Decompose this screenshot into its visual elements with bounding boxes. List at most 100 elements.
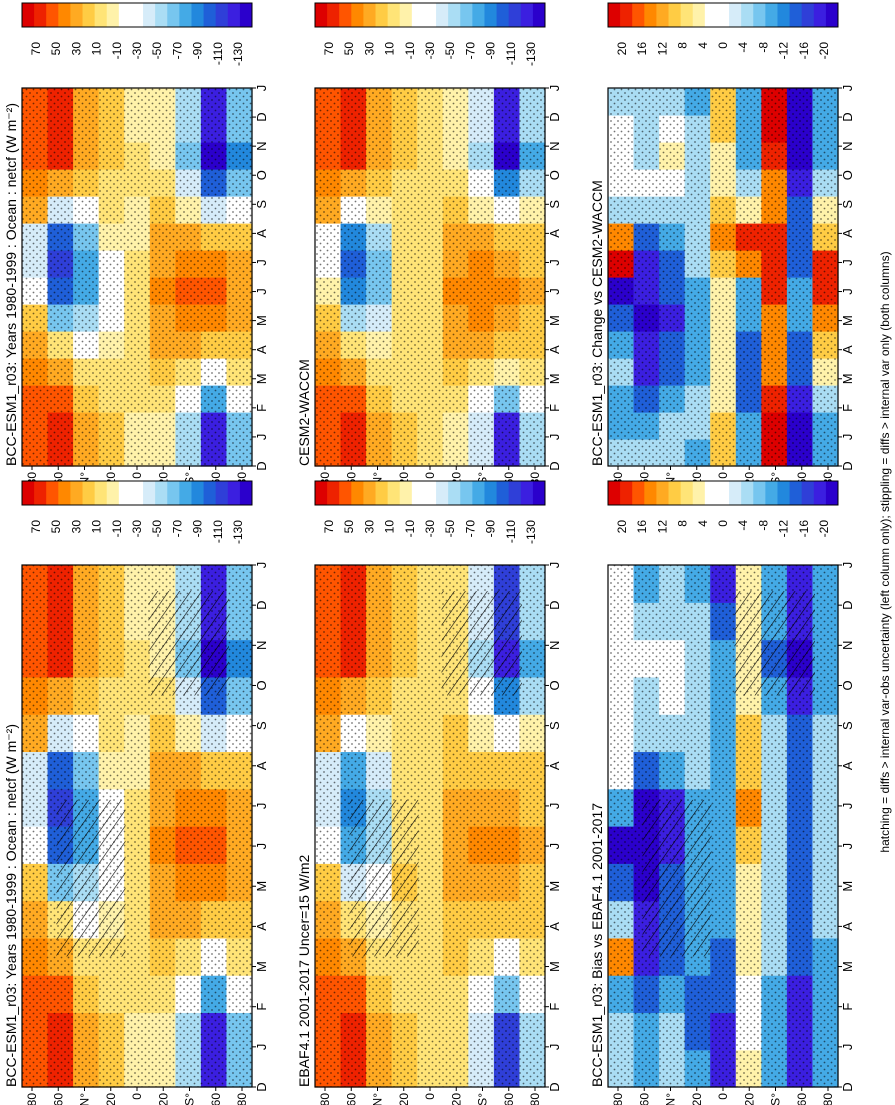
month-tick-label: J bbox=[840, 259, 855, 266]
colorbar-label: -30 bbox=[423, 42, 437, 60]
colorbar-swatch bbox=[716, 3, 730, 27]
lat-tick-label: 20 bbox=[156, 1093, 170, 1105]
month-tick-label: J bbox=[547, 1044, 562, 1051]
colorbar-swatch bbox=[94, 481, 108, 505]
stipple-overlay bbox=[608, 88, 838, 466]
colorbars-layer: 70 50 30 10 -10 -30 -50 -70 -90 -110 -130 70 50 30 10-… bbox=[21, 2, 839, 544]
colorbar-label: -12 bbox=[777, 42, 791, 60]
colorbar-label: -130 bbox=[231, 520, 245, 544]
colorbar-swatch bbox=[692, 481, 706, 505]
colorbar-swatch bbox=[729, 481, 742, 505]
colorbar-swatch bbox=[620, 481, 633, 505]
hatch-overlay bbox=[441, 591, 522, 696]
month-tick-label: O bbox=[254, 170, 269, 180]
colorbar-swatch bbox=[58, 481, 71, 505]
colorbar-label: 30 bbox=[362, 42, 376, 56]
colorbar-label: 30 bbox=[69, 520, 83, 534]
colorbar-swatch bbox=[496, 481, 510, 505]
colorbar-label: -30 bbox=[130, 520, 144, 538]
month-tick-label: J bbox=[547, 259, 562, 266]
colorbar-swatch bbox=[801, 3, 815, 27]
colorbar-label: 0 bbox=[716, 42, 730, 49]
colorbar-swatch bbox=[460, 3, 473, 27]
colorbar-swatch bbox=[532, 481, 546, 505]
colorbar-swatch bbox=[716, 481, 730, 505]
month-tick-label: A bbox=[547, 229, 562, 238]
month-tick-label: M bbox=[254, 961, 269, 972]
colorbar-swatch bbox=[155, 3, 168, 27]
month-tick-label: S bbox=[547, 200, 562, 209]
lat-tick-label: 60 bbox=[637, 1093, 651, 1105]
month-tick-label: M bbox=[547, 881, 562, 892]
colorbar-swatch bbox=[813, 481, 827, 505]
colorbar-swatch bbox=[363, 481, 376, 505]
colorbar-swatch bbox=[82, 3, 96, 27]
colorbar-swatch bbox=[239, 3, 253, 27]
colorbar-label: -12 bbox=[777, 520, 791, 538]
colorbar-label: -16 bbox=[797, 42, 811, 60]
colorbar-label: -30 bbox=[423, 520, 437, 538]
lat-tick-label: S° bbox=[476, 1093, 490, 1105]
colorbar-swatch bbox=[789, 3, 803, 27]
colorbar-swatch bbox=[668, 3, 682, 27]
colorbar-swatch bbox=[472, 3, 485, 27]
month-tick-label: J bbox=[840, 562, 855, 569]
colorbar-swatch bbox=[387, 481, 401, 505]
colorbar-swatch bbox=[22, 3, 35, 27]
colorbar-swatch bbox=[82, 481, 96, 505]
month-tick-label: M bbox=[254, 315, 269, 326]
month-tick-label: J bbox=[547, 85, 562, 92]
month-tick-label: J bbox=[254, 288, 269, 295]
month-tick-label: J bbox=[840, 843, 855, 850]
month-tick-label: A bbox=[840, 229, 855, 238]
colorbar-label: -50 bbox=[150, 520, 164, 538]
colorbar-swatch bbox=[436, 481, 449, 505]
colorbar-swatch bbox=[130, 3, 144, 27]
colorbar-label: -20 bbox=[817, 520, 831, 538]
colorbar-label: 20 bbox=[615, 520, 629, 534]
colorbar-swatch bbox=[704, 3, 718, 27]
month-tick-label: A bbox=[840, 761, 855, 770]
colorbar-swatch bbox=[399, 3, 413, 27]
month-tick-label: F bbox=[840, 404, 855, 412]
month-tick-label: F bbox=[547, 404, 562, 412]
colorbar-label: 10 bbox=[90, 42, 104, 56]
month-tick-label: S bbox=[254, 721, 269, 730]
colorbar-label: 8 bbox=[676, 42, 690, 49]
colorbar-swatch bbox=[339, 481, 352, 505]
colorbar-label: 4 bbox=[696, 520, 710, 527]
colorbar-frame bbox=[607, 2, 839, 28]
colorbar-swatch bbox=[167, 3, 180, 27]
colorbar-label: 12 bbox=[655, 42, 669, 56]
month-tick-label: D bbox=[547, 600, 562, 609]
colorbar-label: -70 bbox=[170, 42, 184, 60]
month-tick-label: M bbox=[254, 881, 269, 892]
month-tick-label: J bbox=[840, 288, 855, 295]
month-tick-label: M bbox=[840, 315, 855, 326]
colorbar-label: -10 bbox=[110, 520, 124, 538]
colorbar-swatch bbox=[315, 3, 328, 27]
colorbar-swatch bbox=[46, 3, 59, 27]
hatch-overlay bbox=[56, 799, 126, 957]
month-tick-label: J bbox=[840, 1044, 855, 1051]
colorbar-swatch bbox=[118, 481, 132, 505]
colorbar-swatch bbox=[387, 3, 401, 27]
lat-tick-label: 60 bbox=[502, 1093, 516, 1105]
month-tick-label: A bbox=[547, 922, 562, 931]
colorbar-swatch bbox=[327, 481, 340, 505]
colorbar-swatch bbox=[46, 481, 59, 505]
colorbar-swatch bbox=[191, 481, 204, 505]
colorbar-swatch bbox=[315, 481, 328, 505]
lat-tick-label: 20 bbox=[397, 1093, 411, 1105]
panel-p2: D J F M A M J J A S O N D J 80 60 N° 20 0 20 S° 60 80 EBAF4.1 2… bbox=[296, 562, 562, 1105]
colorbar: 70 50 30 10 -10 -30 -50 -70 -90 -110 -130 bbox=[21, 480, 253, 544]
month-tick-label: J bbox=[840, 85, 855, 92]
colorbar-swatch bbox=[130, 481, 144, 505]
month-tick-label: S bbox=[840, 200, 855, 209]
lat-tick-label: 0 bbox=[423, 1093, 437, 1100]
colorbar-swatch bbox=[777, 3, 790, 27]
month-tick-label: J bbox=[254, 562, 269, 569]
colorbar-swatch bbox=[118, 3, 132, 27]
